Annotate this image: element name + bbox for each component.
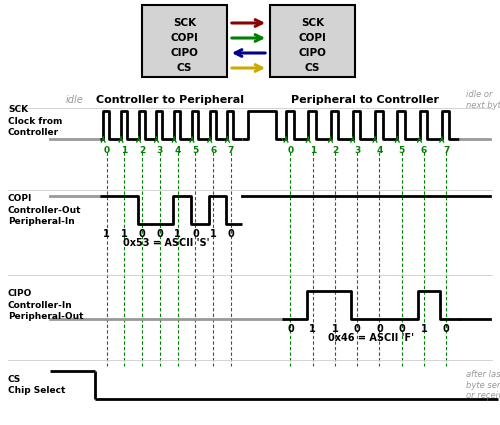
- Text: 0x53 = ASCII 'S': 0x53 = ASCII 'S': [123, 238, 209, 248]
- Text: 0: 0: [443, 324, 450, 334]
- Text: 0: 0: [354, 324, 360, 334]
- Text: SCK: SCK: [301, 18, 324, 28]
- Text: 0: 0: [192, 229, 199, 239]
- Text: CS
Chip Select: CS Chip Select: [8, 375, 66, 395]
- Text: 0: 0: [156, 229, 164, 239]
- Text: COPI: COPI: [170, 33, 198, 43]
- Text: 0: 0: [228, 229, 234, 239]
- Text: 1: 1: [121, 229, 128, 239]
- Text: 5: 5: [192, 146, 198, 155]
- Text: CIPO: CIPO: [298, 48, 326, 58]
- Bar: [270, 5, 355, 77]
- Text: idle or
next byte: idle or next byte: [466, 90, 500, 110]
- Text: CIPO: CIPO: [170, 48, 198, 58]
- Text: Peripheral to Controller: Peripheral to Controller: [291, 95, 439, 105]
- Text: SCK
Clock from
Controller: SCK Clock from Controller: [8, 105, 62, 136]
- Text: 1: 1: [310, 324, 316, 334]
- Text: COPI
Controller-Out
Peripheral-In: COPI Controller-Out Peripheral-In: [8, 194, 82, 226]
- Text: idle: idle: [66, 95, 84, 105]
- Text: 3: 3: [354, 146, 360, 155]
- Text: 1: 1: [122, 146, 128, 155]
- Text: 1: 1: [174, 229, 181, 239]
- Text: 2: 2: [332, 146, 338, 155]
- Text: 0: 0: [376, 324, 383, 334]
- Text: 1: 1: [420, 324, 428, 334]
- Text: 0: 0: [398, 324, 405, 334]
- Text: 6: 6: [210, 146, 216, 155]
- Text: 0: 0: [288, 146, 294, 155]
- Text: CS: CS: [177, 63, 192, 73]
- Text: CIPO
Controller-In
Peripheral-Out: CIPO Controller-In Peripheral-Out: [8, 289, 84, 320]
- Text: 0: 0: [139, 229, 145, 239]
- Text: COPI: COPI: [298, 33, 326, 43]
- Text: 4: 4: [376, 146, 382, 155]
- Text: 1: 1: [210, 229, 216, 239]
- Text: 2: 2: [139, 146, 145, 155]
- Text: 5: 5: [398, 146, 405, 155]
- Bar: [142, 5, 227, 77]
- Text: CS: CS: [305, 63, 320, 73]
- Text: 7: 7: [443, 146, 450, 155]
- Text: Controller to Peripheral: Controller to Peripheral: [96, 95, 244, 105]
- Text: 7: 7: [228, 146, 234, 155]
- Text: 6: 6: [421, 146, 427, 155]
- Text: 3: 3: [157, 146, 163, 155]
- Text: SCK: SCK: [173, 18, 196, 28]
- Text: 0: 0: [104, 146, 110, 155]
- Text: 0x46 = ASCII 'F': 0x46 = ASCII 'F': [328, 333, 414, 343]
- Text: 0: 0: [287, 324, 294, 334]
- Text: 1: 1: [332, 324, 338, 334]
- Text: after last
byte sent
or received: after last byte sent or received: [466, 370, 500, 400]
- Text: 4: 4: [174, 146, 181, 155]
- Text: 1: 1: [310, 146, 316, 155]
- Text: 1: 1: [104, 229, 110, 239]
